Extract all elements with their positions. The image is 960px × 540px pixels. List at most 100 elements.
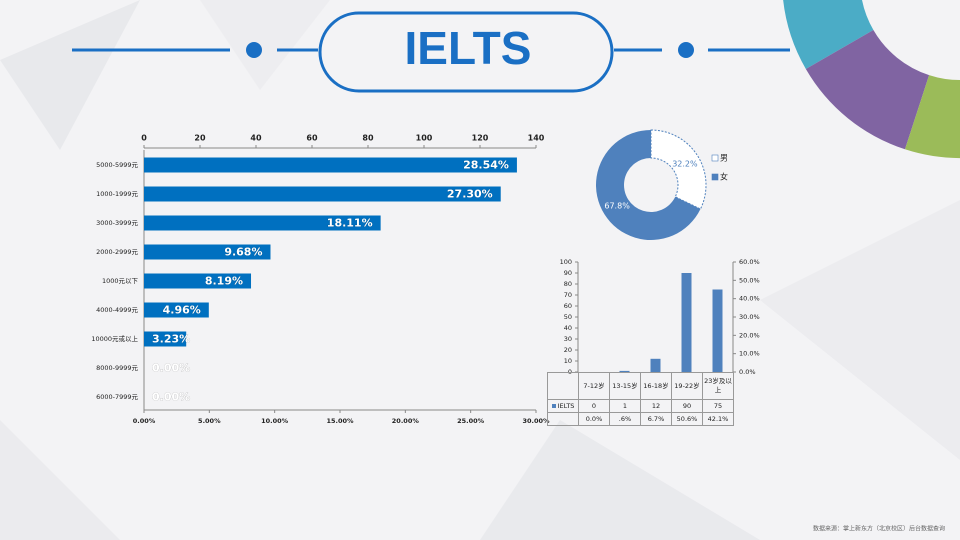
bar [144,157,517,173]
category-label: 4000-4999元 [96,306,138,314]
ring-segment [805,30,930,150]
x-tick-label: 5.00% [198,417,221,425]
category-label: 8000-9999元 [96,364,138,372]
table-cell: 7-12岁 [578,372,610,400]
table-cell: 12 [640,399,672,413]
table-cell: 0 [578,399,610,413]
bar [144,215,381,231]
legend-swatch [711,173,719,181]
y-tick-label: 70 [564,291,572,299]
ring-segment [904,75,960,158]
y-tick-label: 40 [564,324,572,332]
x2-tick-label: 20 [194,134,206,143]
slide-title: IELTS [405,22,532,74]
table-cell: 42.1% [702,412,734,426]
y2-tick-label: 60.0% [739,258,760,266]
legend-label: IELTS [557,401,575,410]
legend-swatch [711,154,719,162]
value-label: 8.19% [205,275,243,288]
value-label: 27.30% [447,188,493,201]
title-frame [72,11,790,93]
data-table: 7-12岁 13-15岁 16-18岁 19-22岁 23岁及以上 IELTS 0 1 12 90… [547,372,734,426]
table-cell: 13-15岁 [609,372,641,400]
ring-segment [783,0,874,69]
table-cell: 1 [609,399,641,413]
bar [650,358,661,372]
y-tick-label: 30 [564,335,572,343]
category-label: 3000-3999元 [96,219,138,227]
table-cell: 75 [702,399,734,413]
bar [619,370,630,372]
category-label: 10000元或以上 [91,334,138,343]
y-tick-label: 50 [564,313,572,321]
x2-tick-label: 80 [362,134,374,143]
table-cell: 0.0% [578,412,610,426]
donut-slice [596,130,701,240]
category-label: 2000-2999元 [96,248,138,256]
table-cell [547,372,579,400]
value-label: 0.00% [152,362,190,375]
donut-slice [650,129,707,210]
value-label: 3.23% [152,333,190,346]
category-label: 1000元以下 [102,277,139,285]
y2-tick-label: 50.0% [739,276,760,284]
legend-label: 男 [720,154,728,163]
legend-swatch [551,403,556,408]
x-tick-label: 20.00% [392,417,420,425]
table-cell: 16-18岁 [640,372,672,400]
table-cell: 6.7% [640,412,672,426]
table-cell: 50.6% [671,412,703,426]
x-tick-label: 30.00% [522,417,550,425]
y-tick-label: 80 [564,280,572,288]
bar [712,289,723,372]
y2-tick-label: 10.0% [739,350,760,358]
corner-ring [783,0,960,158]
y2-tick-label: 40.0% [739,295,760,303]
x2-tick-label: 40 [250,134,262,143]
x-tick-label: 15.00% [326,417,354,425]
x2-tick-label: 100 [416,134,433,143]
bar [144,273,252,289]
value-label: 9.68% [224,246,262,259]
table-cell: 23岁及以上 [702,372,734,400]
x2-tick-label: 0 [141,134,147,143]
table-cell: 19-22岁 [671,372,703,400]
y-tick-label: 10 [564,357,572,365]
slice-label: 67.8% [604,202,630,211]
y2-tick-label: 20.0% [739,331,760,339]
value-label: 0.00% [152,391,190,404]
x2-tick-label: 60 [306,134,318,143]
y-tick-label: 100 [560,258,572,266]
bar [144,302,209,318]
legend-label: 女 [720,172,728,182]
y-tick-label: 90 [564,269,572,277]
table-cell: .6% [609,412,641,426]
bar [144,186,501,202]
y-tick-label: 60 [564,302,572,310]
value-label: 4.96% [163,304,201,317]
y2-tick-label: 30.0% [739,313,760,321]
value-label: 18.11% [327,217,373,230]
y-tick-label: 20 [564,346,572,354]
bar [144,331,187,347]
x2-tick-label: 120 [472,134,489,143]
category-label: 5000-5999元 [96,161,138,169]
x-tick-label: 10.00% [261,417,289,425]
bar [144,244,271,260]
x2-tick-label: 140 [528,134,545,143]
bar [681,273,692,372]
x-tick-label: 25.00% [457,417,485,425]
category-label: 1000-1999元 [96,190,138,198]
value-label: 28.54% [463,159,509,172]
x-tick-label: 0.00% [133,417,156,425]
slice-label: 32.2% [672,159,698,168]
table-cell: IELTS [547,399,579,413]
y2-tick-label: 0.0% [739,368,756,376]
category-label: 6000-7999元 [96,393,138,401]
data-source: 数据来源：掌上新东方（北京校区）后台数据查询 [813,525,945,533]
table-cell [547,412,579,426]
table-cell: 90 [671,399,703,413]
